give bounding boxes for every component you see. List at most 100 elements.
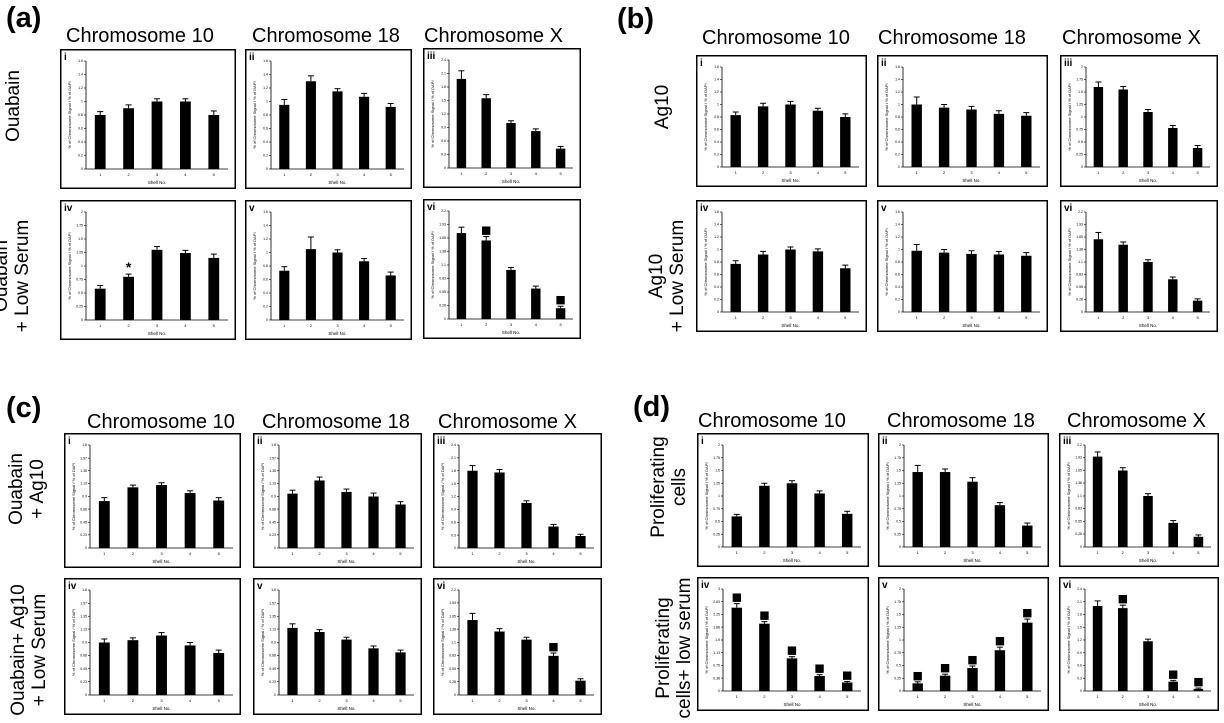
- y-tick-label: 0: [266, 167, 268, 171]
- y-tick-label: 0.4: [714, 140, 719, 144]
- chart-frame: [245, 49, 412, 189]
- y-tick-label: 0.3: [451, 533, 456, 537]
- y-tick-label: 0.6: [1077, 664, 1082, 668]
- y-tick-label: 1.35: [80, 469, 87, 473]
- x-tick-label: 1: [103, 551, 106, 556]
- x-axis-label: Shell No.: [148, 331, 166, 336]
- panel-roman-label: iv: [68, 581, 77, 592]
- y-tick-label: 1.6: [895, 210, 900, 214]
- x-tick-label: 5: [213, 172, 216, 177]
- y-tick-label: 1.8: [1077, 613, 1082, 617]
- chart-frame: [423, 48, 581, 188]
- x-tick-label: 2: [310, 323, 313, 328]
- x-tick-label: 1: [283, 172, 286, 177]
- bar-d-iii-5: [1193, 536, 1204, 547]
- significance-square: ■: [1193, 675, 1203, 688]
- y-tick-label: 1: [1081, 115, 1083, 119]
- y-tick-label: 1.5: [896, 469, 901, 473]
- x-tick-label: 4: [535, 322, 538, 327]
- bar-b-ii-4: [993, 113, 1005, 167]
- panel-roman-label: iii: [1063, 436, 1072, 447]
- y-tick-label: 2.4: [441, 58, 446, 62]
- chart-frame: [245, 200, 412, 340]
- x-axis-label: Shell No.: [328, 331, 346, 336]
- x-tick-label: 4: [184, 323, 187, 328]
- significance-square: ■: [732, 591, 742, 604]
- bar-d-iv-5: [841, 682, 853, 691]
- bar-a-v-4: [359, 261, 370, 320]
- chart-frame: [696, 55, 867, 187]
- bar-d-vi-4: [1168, 681, 1178, 691]
- x-tick-label: 2: [944, 550, 947, 555]
- y-tick-label: 1.25: [894, 481, 901, 485]
- row-label-d-1: Proliferating cells: [648, 427, 692, 547]
- chart-frame: [697, 577, 869, 711]
- bar-d-iv-3: [786, 658, 798, 691]
- row-label-b-1: Ag10: [652, 57, 674, 157]
- y-tick-label: 0.6: [263, 278, 268, 282]
- x-tick-label: 5: [390, 323, 393, 328]
- y-tick-label: 1.5: [78, 237, 83, 241]
- y-tick-label: 0.6: [895, 128, 900, 132]
- bar-d-vi-2: [1118, 608, 1128, 691]
- chart-c-iv: iv % of Chromosome Signal / % of DAPI 0 0.2…: [64, 578, 241, 715]
- chart-a-v: v % of Chromosome Signal / % of DAPI 0 0.2 0…: [245, 200, 412, 340]
- bar-d-iv-1: [731, 607, 743, 691]
- y-tick-label: 0.4: [263, 140, 268, 144]
- x-tick-label: 1: [735, 315, 738, 320]
- bar-a-iii-2: [481, 98, 491, 168]
- significance-square: ■: [548, 640, 558, 653]
- y-tick-label: 0.25: [76, 305, 83, 309]
- bar-c-vi-5: [575, 680, 586, 695]
- row-label-c-2-line2: + Low Serum: [29, 593, 50, 707]
- chart-frame: [1060, 55, 1218, 187]
- panel-roman-label: i: [68, 436, 71, 447]
- y-tick-label: 0: [81, 167, 83, 171]
- x-tick-label: 1: [736, 550, 739, 555]
- y-tick-label: 0.9: [271, 495, 276, 499]
- y-tick-label: 0.68: [80, 507, 87, 511]
- y-axis-label: % of Chromosome Signal / % of DAPI: [703, 228, 708, 295]
- y-tick-label: 0: [444, 166, 446, 170]
- y-tick-label: 1.4: [714, 223, 719, 227]
- row-label-c-2: Ouabain+ Ag10 + Low Serum: [8, 580, 52, 720]
- bar-c-ii-1: [287, 493, 298, 548]
- chart-b-vi: vi % of Chromosome Signal / % of DAPI 0 0.2…: [1060, 200, 1218, 332]
- chart-frame: [878, 433, 1049, 567]
- bar-c-v-1: [287, 627, 298, 695]
- y-axis-label: % of Chromosome Signal / % of DAPI: [440, 609, 445, 676]
- chart-b-v: v % of Chromosome Signal / % of DAPI 0 0.2 0…: [877, 200, 1048, 332]
- y-tick-label: 0.2: [895, 298, 900, 302]
- x-tick-label: 5: [846, 550, 849, 555]
- y-tick-label: 0.83: [449, 654, 456, 658]
- y-tick-label: 1.8: [82, 443, 87, 447]
- y-tick-label: 1: [266, 251, 268, 255]
- y-axis-label: % of Chromosome Signal / % of DAPI: [252, 81, 257, 148]
- bar-c-ii-3: [341, 491, 352, 548]
- x-tick-label: 5: [390, 172, 393, 177]
- x-tick-label: 5: [1196, 170, 1199, 175]
- x-tick-label: 1: [103, 698, 106, 703]
- y-tick-label: 1.38: [449, 627, 456, 631]
- significance-square: ■: [940, 661, 950, 674]
- y-tick-label: 2.2: [1077, 443, 1082, 447]
- y-tick-label: 0: [899, 545, 901, 549]
- y-tick-label: 0.5: [715, 520, 720, 524]
- x-tick-label: 1: [1097, 315, 1100, 320]
- bar-a-ii-4: [359, 96, 370, 169]
- chart-a-iii: iii % of Chromosome Signal / % of DAPI 0 0.…: [423, 48, 581, 188]
- bar-b-iv-2: [757, 254, 769, 312]
- chart-a-vi: vi % of Chromosome Signal / % of DAPI 0 0.2…: [423, 199, 581, 339]
- y-tick-label: 0.83: [439, 276, 446, 280]
- y-tick-label: 1.65: [1075, 469, 1082, 473]
- bar-b-vi-4: [1168, 279, 1178, 312]
- y-tick-label: 1.5: [715, 469, 720, 473]
- bar-c-iii-2: [494, 472, 505, 548]
- y-tick-label: 2.1: [451, 456, 456, 460]
- x-tick-label: 5: [559, 322, 562, 327]
- y-tick-label: 1.2: [1077, 638, 1082, 642]
- bar-c-iii-5: [575, 535, 586, 548]
- chart-b-iii: iii % of Chromosome Signal / % of DAPI 0 0.…: [1060, 55, 1218, 187]
- y-tick-label: 2.2: [451, 588, 456, 592]
- chart-frame: [423, 199, 581, 339]
